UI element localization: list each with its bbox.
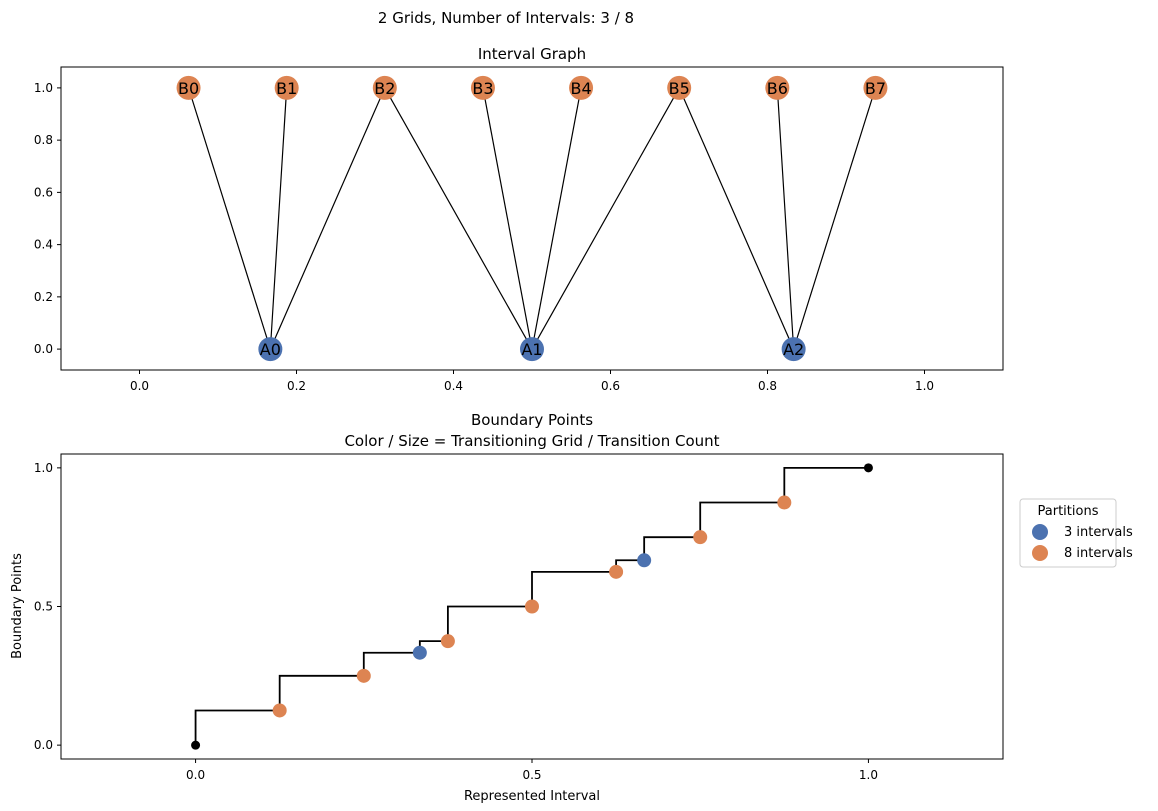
graph-node-b3 bbox=[470, 75, 495, 100]
x-tick-label: 0.0 bbox=[186, 768, 205, 782]
interval-graph-nodes: A0 A1 A2 B0 B1 B2 B3 B4 B5 B6 B7 bbox=[176, 75, 888, 362]
x-tick-label: 0.6 bbox=[601, 379, 620, 393]
legend-label-8-intervals: 8 intervals bbox=[1064, 546, 1133, 561]
boundary-point-8-intervals bbox=[609, 564, 624, 579]
graph-node-label-b5: B5 bbox=[669, 79, 690, 98]
x-tick-label: 0.5 bbox=[522, 768, 541, 782]
graph-node-b0 bbox=[176, 75, 201, 100]
y-tick-label: 0.0 bbox=[34, 342, 53, 356]
y-tick-label: 0.4 bbox=[34, 238, 53, 252]
y-tick-label: 0.0 bbox=[34, 738, 53, 752]
figure-suptitle: 2 Grids, Number of Intervals: 3 / 8 bbox=[378, 9, 634, 27]
graph-node-a2 bbox=[781, 337, 806, 362]
y-tick-label: 1.0 bbox=[34, 81, 53, 95]
boundary-points-x-axis-label: Represented Interval bbox=[464, 789, 600, 804]
graph-node-b5 bbox=[667, 75, 692, 100]
interval-graph-y-ticks: 0.0 0.2 0.4 0.6 0.8 1.0 bbox=[34, 81, 61, 356]
graph-node-label-b0: B0 bbox=[178, 79, 199, 98]
graph-edge-a1-b5 bbox=[531, 87, 680, 350]
graph-node-label-b7: B7 bbox=[865, 79, 886, 98]
graph-edge-a1-b4 bbox=[531, 87, 582, 350]
graph-node-label-a2: A2 bbox=[783, 340, 804, 359]
graph-node-b2 bbox=[372, 75, 397, 100]
graph-edge-a1-b2 bbox=[384, 87, 533, 350]
graph-node-b4 bbox=[569, 75, 594, 100]
x-tick-label: 1.0 bbox=[859, 768, 878, 782]
partitions-legend: Partitions 3 intervals 8 intervals bbox=[1019, 498, 1133, 568]
x-tick-label: 0.2 bbox=[287, 379, 306, 393]
legend-title: Partitions bbox=[1038, 504, 1099, 519]
graph-edge-a0-b1 bbox=[269, 87, 288, 350]
graph-node-b6 bbox=[765, 75, 790, 100]
graph-node-label-b3: B3 bbox=[472, 79, 493, 98]
boundary-points-title: Boundary Points bbox=[471, 411, 593, 429]
graph-node-label-b1: B1 bbox=[276, 79, 297, 98]
graph-node-label-a0: A0 bbox=[260, 340, 281, 359]
y-tick-label: 1.0 bbox=[34, 461, 53, 475]
graph-edge-a2-b7 bbox=[793, 87, 877, 350]
legend-marker-3-intervals bbox=[1032, 524, 1048, 540]
boundary-points-axes: Boundary Points Color / Size = Transitio… bbox=[10, 411, 1004, 804]
graph-node-label-b2: B2 bbox=[374, 79, 395, 98]
graph-node-a0 bbox=[258, 337, 283, 362]
graph-node-label-b6: B6 bbox=[767, 79, 788, 98]
boundary-point-3-intervals bbox=[412, 645, 427, 660]
graph-node-label-b4: B4 bbox=[570, 79, 591, 98]
endpoint-marker bbox=[191, 740, 201, 750]
boundary-points-subtitle: Color / Size = Transitioning Grid / Tran… bbox=[344, 432, 719, 450]
y-tick-label: 0.5 bbox=[34, 600, 53, 614]
boundary-point-8-intervals bbox=[525, 599, 539, 614]
legend-label-3-intervals: 3 intervals bbox=[1064, 525, 1133, 540]
boundary-points-y-axis-label: Boundary Points bbox=[10, 553, 25, 659]
x-tick-label: 1.0 bbox=[915, 379, 934, 393]
y-tick-label: 0.2 bbox=[34, 290, 53, 304]
interval-graph-edges bbox=[187, 87, 877, 350]
interval-graph-title: Interval Graph bbox=[478, 45, 586, 63]
boundary-point-8-intervals bbox=[272, 703, 287, 718]
interval-graph-x-ticks: 0.0 0.2 0.4 0.6 0.8 1.0 bbox=[130, 370, 934, 393]
boundary-points-x-ticks: 0.0 0.5 1.0 bbox=[186, 759, 878, 782]
x-tick-label: 0.8 bbox=[758, 379, 777, 393]
x-tick-label: 0.0 bbox=[130, 379, 149, 393]
graph-node-b7 bbox=[863, 75, 888, 100]
graph-edge-a0-b2 bbox=[269, 87, 386, 350]
boundary-point-3-intervals bbox=[637, 553, 652, 568]
boundary-points-markers bbox=[191, 463, 873, 750]
boundary-point-8-intervals bbox=[777, 495, 792, 510]
graph-edge-a2-b5 bbox=[678, 87, 795, 350]
endpoint-marker bbox=[863, 463, 873, 473]
graph-edge-a1-b3 bbox=[482, 87, 533, 350]
y-tick-label: 0.8 bbox=[34, 133, 53, 147]
interval-graph-axes: Interval Graph A0 A1 A2 B0 B1 B2 B3 B4 B5 B6 B7 0.… bbox=[34, 45, 1004, 393]
boundary-point-8-intervals bbox=[356, 668, 371, 683]
graph-edge-a2-b6 bbox=[776, 87, 795, 350]
interval-graph-frame bbox=[60, 66, 1004, 371]
graph-node-a1 bbox=[520, 337, 544, 362]
boundary-points-y-ticks: 0.0 0.5 1.0 bbox=[34, 461, 61, 752]
boundary-point-8-intervals bbox=[440, 634, 455, 649]
graph-edge-a0-b0 bbox=[187, 87, 271, 350]
legend-marker-8-intervals bbox=[1032, 545, 1048, 561]
y-tick-label: 0.6 bbox=[34, 185, 53, 199]
graph-node-label-a1: A1 bbox=[521, 340, 542, 359]
x-tick-label: 0.4 bbox=[444, 379, 463, 393]
boundary-point-8-intervals bbox=[693, 530, 708, 545]
graph-node-b1 bbox=[274, 75, 299, 100]
